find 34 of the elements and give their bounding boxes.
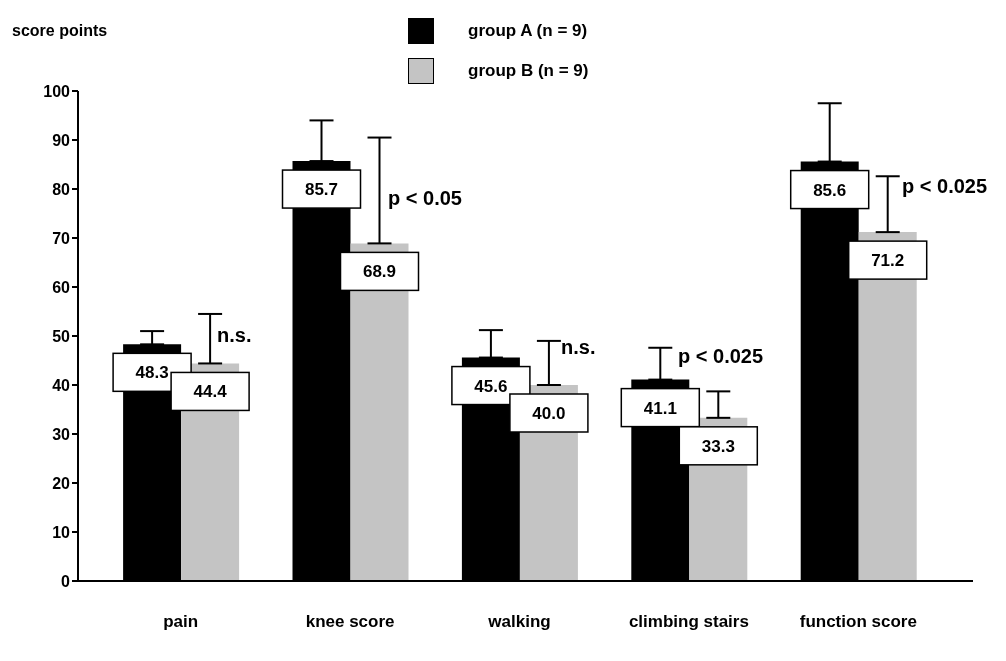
- data-label: 40.0: [532, 404, 566, 423]
- data-label: 68.9: [362, 262, 397, 282]
- annotation: p < 0.025: [678, 345, 764, 368]
- y-tick-label: 90: [52, 131, 71, 149]
- annotation: p < 0.05: [388, 187, 462, 210]
- data-label: 85.6: [813, 180, 847, 200]
- x-tick-label: walking: [487, 612, 551, 632]
- y-axis-title: score points: [12, 22, 108, 40]
- y-tick-label: 30: [52, 425, 71, 443]
- y-tick-label: 50: [52, 327, 71, 345]
- y-tick-label: 20: [52, 474, 71, 492]
- y-tick-label: 60: [52, 278, 71, 296]
- x-tick-label: pain: [163, 612, 199, 632]
- legend-label: group A (n = 9): [468, 21, 588, 41]
- data-label: 45.6: [474, 376, 508, 396]
- data-label: 33.3: [701, 436, 735, 456]
- y-tick-label: 0: [61, 572, 71, 590]
- x-tick-label: climbing stairs: [628, 612, 749, 632]
- data-label: 71.2: [871, 251, 905, 271]
- legend-label: group B (n = 9): [468, 61, 589, 81]
- y-tick-label: 80: [52, 180, 71, 198]
- y-tick-label: 70: [52, 229, 71, 247]
- y-tick-label: 10: [52, 523, 71, 541]
- x-tick-label: knee score: [305, 612, 395, 632]
- data-label: 85.7: [304, 180, 339, 200]
- annotation: p < 0.025: [902, 175, 988, 198]
- annotation: n.s.: [561, 336, 596, 359]
- x-tick-label: function score: [799, 612, 917, 632]
- data-label: 48.3: [135, 363, 169, 383]
- data-label: 44.4: [193, 382, 228, 402]
- y-tick-label: 100: [43, 82, 71, 100]
- data-label: 41.1: [643, 398, 677, 418]
- annotation: n.s.: [217, 324, 252, 347]
- y-tick-label: 40: [52, 376, 71, 394]
